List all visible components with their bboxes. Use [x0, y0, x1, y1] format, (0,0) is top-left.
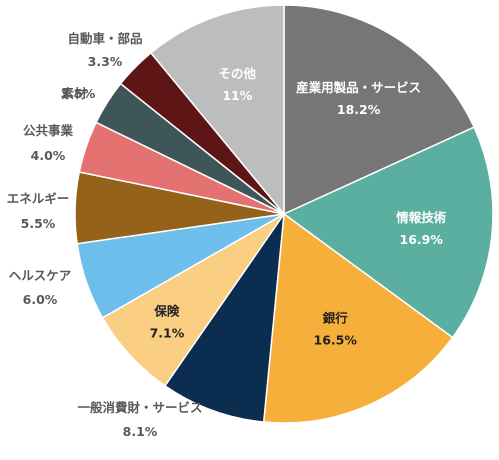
slice-name-label: 情報技術 [396, 210, 447, 225]
pie-slices [74, 4, 494, 424]
pie-slice [282, 126, 494, 339]
slice-value-label: 8.1% [123, 424, 158, 439]
slice-name-label: 産業用製品・サービス [296, 80, 421, 95]
pie-labels: 産業用製品・サービス 18.2% 情報技術 16.9% 銀行 16.5% 一般消費財・サービ… [7, 31, 447, 439]
slice-name-label: 自動車・部品 [67, 31, 142, 46]
slice-value-label: 3.3% [88, 54, 123, 69]
slice-name-label: 公共事業 [23, 123, 74, 138]
slice-value-label: 7.1% [150, 325, 185, 340]
slice-value-label: 18.2% [337, 102, 381, 117]
pie-slice [149, 4, 285, 217]
slice-value-label: 16.5% [314, 333, 358, 348]
slice-name-label: 素材 [61, 86, 87, 101]
slice-name-label: ヘルスケア [9, 268, 72, 283]
slice-name-label: 一般消費財・サービス [77, 400, 202, 415]
slice-value-label: 3.5% [61, 86, 96, 101]
pie-slice [262, 212, 454, 424]
slice-name-label: 保険 [153, 303, 180, 318]
slice-name-label: エネルギー [7, 191, 70, 206]
slice-value-label: 4.0% [31, 148, 66, 163]
slice-value-label: 6.0% [23, 292, 58, 307]
slice-value-label: 11% [222, 88, 252, 103]
slice-name-label: その他 [219, 66, 257, 81]
slice-name-label: 銀行 [322, 311, 349, 326]
slice-value-label: 5.5% [21, 216, 56, 231]
pie-slice [163, 211, 286, 423]
pie-slice [283, 4, 476, 216]
slice-value-label: 16.9% [400, 232, 444, 247]
